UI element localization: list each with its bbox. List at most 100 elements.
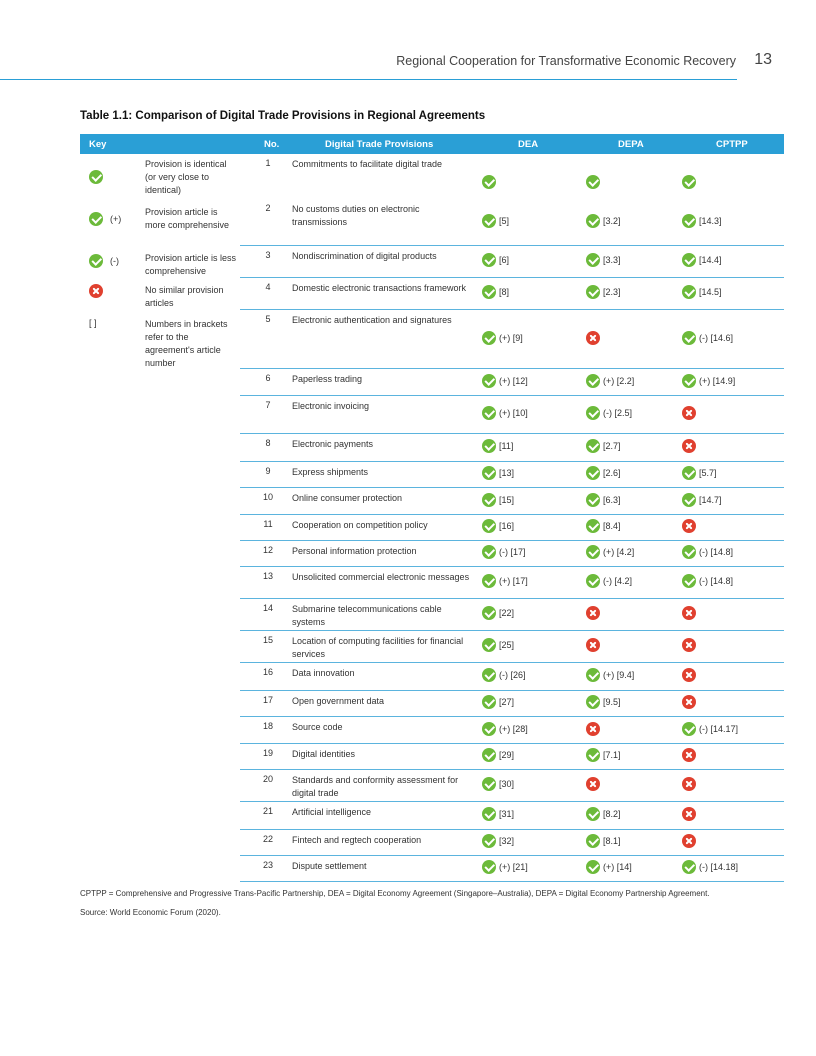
table-row: 6 Paperless trading (+) [12] (+) [2.2] (+) [… (240, 369, 784, 396)
row-number: 13 (262, 571, 273, 581)
check-circle-icon (482, 807, 496, 821)
depa-article-ref: (-) [2.5] (603, 408, 633, 418)
check-circle-icon (482, 492, 496, 507)
check-circle-icon (586, 492, 600, 507)
check-circle-icon (586, 545, 600, 559)
dea-article-ref: [22] (499, 608, 515, 618)
key-symbol: (-) (89, 254, 119, 268)
dea-article-ref: [11] (499, 441, 514, 451)
row-number: 22 (262, 834, 273, 844)
provision-name: Electronic authentication and signatures (292, 315, 452, 325)
dea-article-ref: (+) [21] (499, 862, 528, 872)
key-description: No similar provision articles (145, 285, 224, 308)
provision-name: No customs duties on electronic transmis… (292, 204, 420, 227)
depa-article-ref: (-) [4.2] (603, 576, 633, 586)
check-circle-icon (482, 439, 496, 453)
table-row: 3 Nondiscrimination of digital products [6… (240, 246, 784, 278)
provision-name: Location of computing facilities for fin… (292, 636, 464, 659)
dea-article-ref: [8] (499, 287, 510, 297)
provision-name: Artificial intelligence (292, 807, 372, 817)
provision-name: Electronic payments (292, 439, 374, 449)
check-circle-icon (682, 545, 696, 559)
table-row: 5 Electronic authentication and signature… (240, 310, 784, 369)
provision-name: Standards and conformity assessment for … (292, 775, 459, 798)
table-row: 14 Submarine telecommunications cable sys… (240, 599, 784, 631)
table-row: 18 Source code (+) [28] (-) [14.17] (240, 717, 784, 744)
check-circle-icon (586, 519, 600, 533)
check-circle-icon (682, 373, 696, 388)
column-header-depa: DEPA (618, 139, 644, 150)
provision-name: Data innovation (292, 668, 355, 678)
provision-name: Personal information protection (292, 546, 417, 556)
cross-circle-icon (682, 777, 696, 791)
table-header-row: Key No. Digital Trade Provisions DEA DEP… (80, 134, 784, 154)
cross-circle-icon (682, 668, 696, 682)
provision-name: Digital identities (292, 749, 356, 759)
check-circle-icon (586, 748, 600, 762)
check-circle-icon (682, 466, 696, 480)
row-number: 1 (265, 158, 271, 168)
check-circle-icon (482, 373, 496, 388)
key-symbol: (+) (89, 212, 121, 226)
check-circle-icon (482, 285, 496, 299)
depa-article-ref: [9.5] (603, 697, 621, 707)
check-circle-icon (682, 213, 696, 228)
cptpp-article-ref: [14.4] (699, 255, 722, 265)
provision-name: Commitments to facilitate digital trade (292, 159, 443, 169)
page-number: 13 (754, 51, 772, 68)
check-circle-icon (682, 174, 696, 189)
check-circle-icon (482, 213, 496, 228)
depa-article-ref: [3.3] (603, 255, 621, 265)
key-marker: [ ] (89, 318, 97, 328)
dea-article-ref: [32] (499, 836, 515, 846)
depa-article-ref: [8.2] (603, 809, 621, 819)
row-number: 15 (262, 635, 273, 645)
row-number: 9 (265, 466, 271, 476)
header-rule (0, 79, 737, 80)
cross-circle-icon (586, 721, 600, 736)
check-circle-icon (482, 721, 496, 736)
row-number: 20 (262, 774, 273, 784)
table-notes: CPTPP = Comprehensive and Progressive Tr… (80, 888, 784, 926)
cptpp-article-ref: [5.7] (699, 468, 717, 478)
row-number: 21 (262, 806, 273, 816)
dea-article-ref: [16] (499, 521, 515, 531)
column-header-provision: Digital Trade Provisions (325, 139, 434, 150)
depa-article-ref: [2.3] (603, 287, 621, 297)
depa-article-ref: [7.1] (603, 750, 621, 760)
check-circle-icon (586, 834, 600, 848)
dea-article-ref: [29] (499, 750, 515, 760)
table-row: 1 Commitments to facilitate digital trade (240, 154, 784, 198)
cross-circle-icon (586, 638, 600, 652)
source-note: Source: World Economic Forum (2020). (80, 908, 221, 917)
cross-circle-icon (682, 834, 696, 848)
check-circle-icon (586, 695, 600, 709)
table-row: 19 Digital identities [29] [7.1] (240, 744, 784, 770)
provision-name: Electronic invoicing (292, 401, 370, 411)
check-circle-icon (482, 606, 496, 620)
depa-article-ref: (+) [9.4] (603, 670, 635, 680)
check-circle-icon (482, 174, 496, 189)
key-legend-item: (+) Provision article is more comprehensi… (80, 202, 240, 246)
depa-article-ref: (+) [4.2] (603, 547, 635, 557)
key-legend-item: (-) Provision article is less comprehensi… (80, 248, 240, 292)
table-row: 11 Cooperation on competition policy [16] [… (240, 515, 784, 541)
dea-article-ref: [13] (499, 468, 515, 478)
cross-circle-icon (586, 330, 600, 345)
table-row: 4 Domestic electronic transactions framew… (240, 278, 784, 310)
cross-circle-icon (682, 439, 696, 453)
row-number: 12 (262, 545, 273, 555)
abbreviations-note: CPTPP = Comprehensive and Progressive Tr… (80, 889, 710, 898)
key-symbol (89, 170, 103, 184)
table-row: 8 Electronic payments [11] [2.7] (240, 434, 784, 462)
cross-circle-icon (586, 606, 600, 620)
dea-article-ref: [31] (499, 809, 515, 819)
check-circle-icon (89, 170, 103, 184)
cptpp-article-ref: [14.3] (699, 215, 722, 226)
cross-circle-icon (682, 519, 696, 533)
cptpp-article-ref: (-) [14.8] (699, 576, 734, 586)
check-circle-icon (482, 519, 496, 533)
row-number: 2 (265, 203, 271, 213)
provision-name: Fintech and regtech cooperation (292, 835, 422, 845)
key-symbol: [ ] (89, 318, 97, 328)
